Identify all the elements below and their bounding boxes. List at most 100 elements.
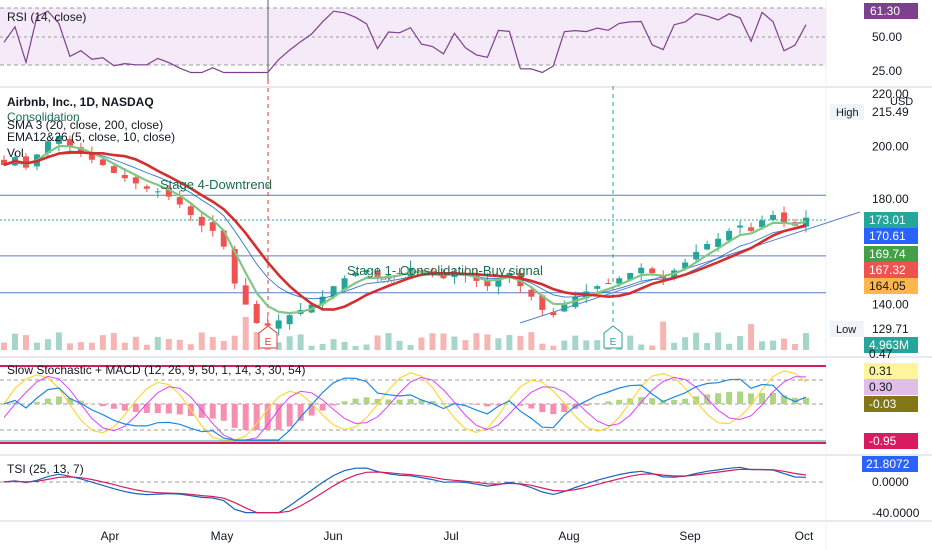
volume-bar: [682, 337, 689, 350]
price-tag: [864, 212, 918, 228]
volume-bar: [396, 340, 403, 350]
macd-bar: [517, 404, 524, 406]
macd-bar: [737, 391, 744, 404]
volume-bar: [528, 332, 535, 350]
volume-bar: [209, 337, 216, 350]
macd-bar: [583, 404, 590, 406]
trendline[interactable]: [519, 211, 861, 324]
macd-bar: [44, 398, 51, 404]
volume-bar: [22, 335, 29, 350]
stoch-tag-label: 0.47: [869, 347, 893, 361]
earnings-marker-aug[interactable]: E: [603, 325, 623, 349]
annotation-stage1[interactable]: Stage 1- Consolidation-Buy signal: [347, 263, 543, 278]
macd-bar: [407, 399, 414, 404]
price-tag-label: 173.01: [869, 213, 906, 227]
volume-bar: [704, 343, 711, 350]
macd-bar: [165, 404, 172, 414]
volume-bar: [220, 340, 227, 350]
macd-bar: [671, 400, 678, 404]
volume-bar: [539, 343, 546, 350]
macd-bar: [715, 393, 722, 404]
legend-sma[interactable]: SMA 3 (20, close, 200, close): [7, 118, 164, 132]
macd-bar: [616, 399, 623, 404]
stoch-tag: [864, 396, 918, 412]
tsi-legend[interactable]: TSI (25, 13, 7): [7, 462, 84, 476]
stoch-tag-label: -0.03: [869, 397, 897, 411]
volume-bar: [770, 340, 777, 350]
rsi-band: [0, 8, 826, 65]
macd-bar: [297, 404, 304, 421]
candle-body: [198, 216, 205, 226]
macd-bar: [363, 397, 370, 404]
volume-bar: [671, 342, 678, 350]
x-tick-label: Apr: [101, 529, 120, 543]
price-axis[interactable]: 75.0050.0025.0061.30220.00200.00180.0016…: [830, 1, 920, 520]
macd-bar: [539, 404, 546, 413]
macd-bar: [792, 397, 799, 404]
volume-bar: [550, 345, 557, 350]
candle-body: [341, 278, 348, 290]
candle-body: [66, 139, 73, 147]
macd-bar: [726, 392, 733, 404]
rsi-legend[interactable]: RSI (14, close): [7, 10, 87, 24]
macd-bar: [242, 404, 249, 430]
stoch-macd-legend[interactable]: Slow Stochastic + MACD (12, 26, 9, 50, 1…: [7, 363, 306, 377]
stoch-tag: [864, 379, 918, 395]
macd-bar: [462, 403, 469, 404]
macd-bar: [121, 404, 128, 411]
candles: [1, 135, 809, 336]
candle-body: [275, 320, 282, 329]
price-tick-label: 220.00: [872, 87, 909, 101]
price-tick-label: 140.00: [872, 298, 909, 312]
candle-body: [99, 159, 106, 166]
candle-body: [242, 285, 249, 305]
volume-bar: [803, 333, 809, 350]
symbol-title[interactable]: Airbnb, Inc., 1D, NASDAQ: [7, 95, 154, 109]
volume-bars: [1, 316, 809, 350]
legend-ema[interactable]: EMA12&26 (5, close, 10, close): [7, 130, 176, 144]
macd-bar: [649, 398, 656, 404]
macd-bar: [99, 404, 106, 407]
candle-body: [748, 227, 755, 231]
macd-bar: [385, 399, 392, 404]
macd-bar: [550, 404, 557, 415]
volume-bar: [253, 332, 260, 350]
legend-consolidation[interactable]: Consolidation: [7, 110, 80, 124]
volume-bar: [627, 335, 634, 350]
volume-bar: [77, 342, 84, 350]
legend-vol[interactable]: Vol: [7, 146, 24, 160]
volume-bar: [517, 335, 524, 350]
annotation-stage4[interactable]: Stage 4-Downtrend: [160, 177, 272, 192]
candle-body: [121, 174, 128, 179]
volume-bar: [440, 333, 447, 350]
candle-body: [209, 222, 216, 231]
volume-bar: [341, 341, 348, 350]
macd-bar: [561, 404, 568, 413]
volume-bar: [143, 344, 150, 350]
volume-bar: [506, 335, 513, 350]
annotation-text[interactable]: Text: [374, 272, 397, 286]
macd-bar: [330, 404, 337, 406]
volume-bar: [649, 345, 656, 350]
macd-bar: [396, 399, 403, 404]
volume-bar: [110, 333, 117, 350]
volume-bar: [781, 338, 788, 350]
hl-value-label: 215.49: [872, 105, 909, 119]
currency-label[interactable]: USD: [890, 96, 913, 108]
price-tag-label: 170.61: [869, 229, 906, 243]
candle-body: [44, 141, 51, 154]
price-tag: [864, 246, 918, 262]
earnings-marker-may[interactable]: E: [258, 325, 278, 349]
ema-fast-line: [3, 144, 807, 315]
candle-body: [231, 248, 238, 284]
volume-bar: [451, 336, 458, 350]
stoch-tag-label: -0.95: [869, 434, 897, 448]
stoch-tag-label: 0.31: [869, 364, 893, 378]
macd-line: [3, 377, 807, 441]
hl-value-label: 129.71: [872, 322, 909, 336]
horizontal-levels: [0, 194, 826, 294]
candle-body: [605, 283, 612, 285]
volume-bar: [308, 345, 315, 350]
